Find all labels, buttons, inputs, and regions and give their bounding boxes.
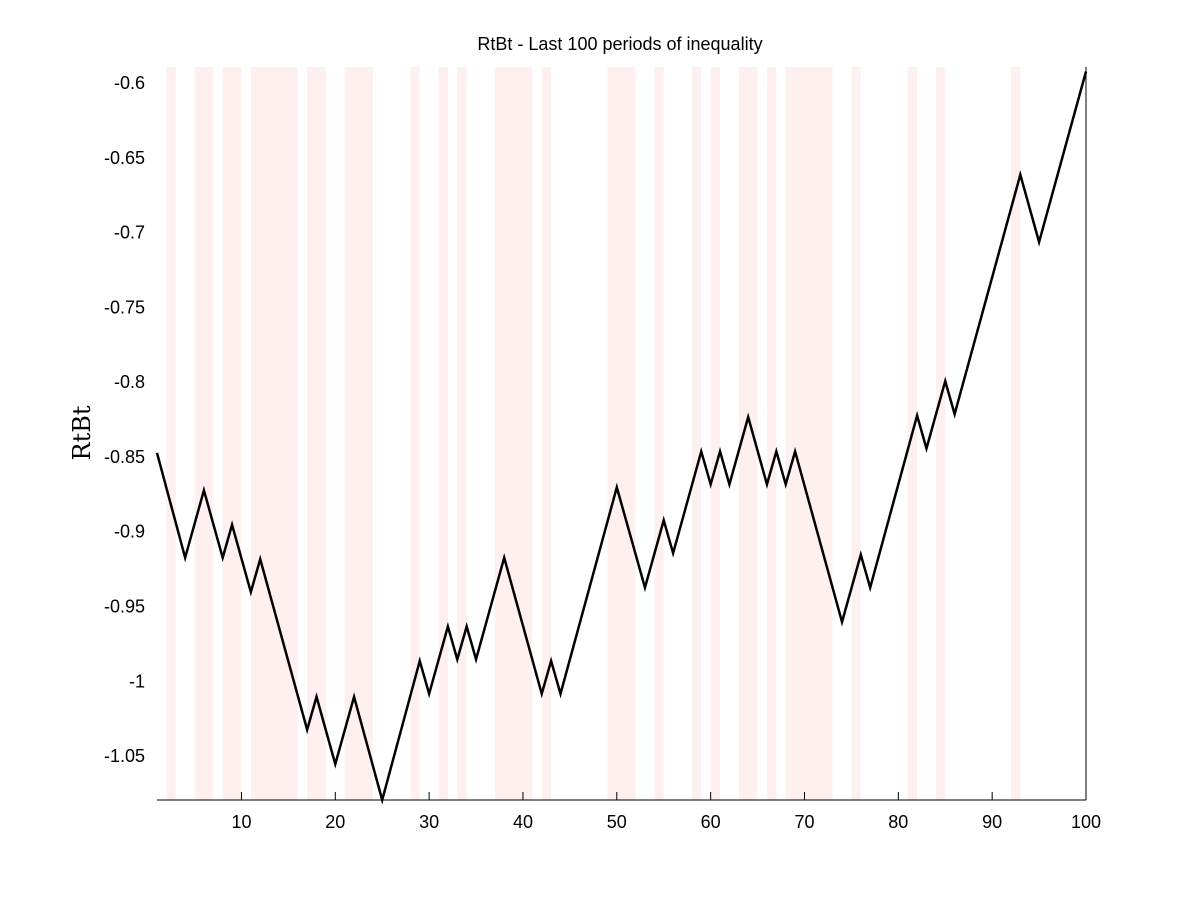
y-tick-label: -0.65 xyxy=(104,148,145,168)
shaded-period-18 xyxy=(785,67,833,800)
shaded-period-13 xyxy=(654,67,664,800)
x-tick-label: 80 xyxy=(888,812,908,832)
y-tick-label: -1.05 xyxy=(104,746,145,766)
shaded-period-10 xyxy=(494,67,533,800)
y-tick-label: -0.7 xyxy=(114,223,145,243)
shaded-period-5 xyxy=(307,67,326,800)
x-tick-label: 50 xyxy=(607,812,627,832)
shaded-period-17 xyxy=(766,67,777,800)
shaded-period-11 xyxy=(541,67,552,800)
y-tick-label: -0.6 xyxy=(114,73,145,93)
x-tick-label: 60 xyxy=(701,812,721,832)
y-tick-label: -0.8 xyxy=(114,372,145,392)
x-tick-label: 100 xyxy=(1071,812,1101,832)
chart-title: RtBt - Last 100 periods of inequality xyxy=(477,34,762,54)
shaded-period-1 xyxy=(166,67,176,800)
shaded-period-19 xyxy=(851,67,861,800)
y-tick-label: -1 xyxy=(129,671,145,691)
x-tick-label: 70 xyxy=(794,812,814,832)
series-line-1 xyxy=(155,71,1088,805)
x-tick-label: 10 xyxy=(231,812,251,832)
shaded-period-9 xyxy=(457,67,467,800)
shaded-period-22 xyxy=(1010,67,1021,800)
y-tick-label: -0.85 xyxy=(104,447,145,467)
x-tick-label: 40 xyxy=(513,812,533,832)
shaded-period-14 xyxy=(691,67,702,800)
shaded-period-12 xyxy=(607,67,636,800)
shaded-periods xyxy=(166,67,1021,800)
x-tick-label: 30 xyxy=(419,812,439,832)
y-tick-label: -0.9 xyxy=(114,522,145,542)
shaded-period-4 xyxy=(250,67,298,800)
shaded-period-2 xyxy=(194,67,214,800)
y-tick-label: -0.95 xyxy=(104,597,145,617)
x-tick-label: 20 xyxy=(325,812,345,832)
shaded-period-15 xyxy=(710,67,721,800)
shaded-period-3 xyxy=(222,67,242,800)
y-axis-label: RtBt xyxy=(68,405,96,460)
y-tick-label: -0.75 xyxy=(104,297,145,317)
shaded-period-8 xyxy=(438,67,448,800)
shaded-period-21 xyxy=(935,67,946,800)
shaded-period-16 xyxy=(738,67,758,800)
shaded-period-6 xyxy=(344,67,373,800)
shaded-period-7 xyxy=(410,67,420,800)
x-tick-label: 90 xyxy=(982,812,1002,832)
series-line-group xyxy=(155,71,1088,805)
axes: 10 20 30 40 50 60 70 80 90 100 -0.6 -0.65 -0.7 -0.75 -… xyxy=(104,67,1101,832)
